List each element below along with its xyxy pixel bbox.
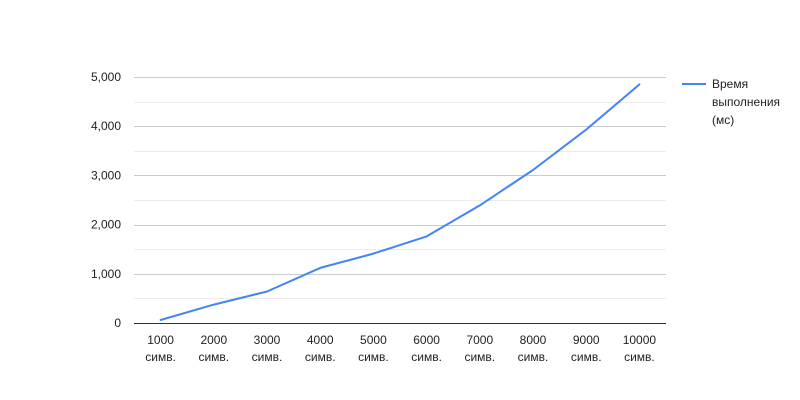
x-tick-label: 4000 симв. — [305, 333, 336, 364]
y-tick-label: 4,000 — [91, 119, 121, 133]
y-tick-label: 5,000 — [91, 70, 121, 84]
y-tick-label: 1,000 — [91, 267, 121, 281]
x-tick-label: 8000 симв. — [518, 333, 549, 364]
x-axis-labels: 1000 симв. 2000 симв. 3000 симв. 4000 симв. 5000… — [145, 333, 656, 364]
series-line — [159, 83, 641, 321]
x-tick-label: 3000 симв. — [252, 333, 283, 364]
y-axis-labels: 0 1,000 2,000 3,000 4,000 5,000 — [91, 70, 121, 330]
x-tick-label: 6000 симв. — [411, 333, 442, 364]
x-tick-label: 7000 симв. — [464, 333, 495, 364]
y-tick-label: 0 — [114, 316, 121, 330]
legend-label: Время выполнения (мс) — [712, 77, 780, 127]
x-tick-label: 10000 симв. — [623, 333, 657, 364]
x-tick-label: 1000 симв. — [145, 333, 176, 364]
gridlines — [134, 77, 666, 299]
series-group — [159, 83, 641, 321]
x-tick-label: 5000 симв. — [358, 333, 389, 364]
x-tick-label: 9000 симв. — [571, 333, 602, 364]
y-tick-label: 3,000 — [91, 168, 121, 182]
legend: Время выполнения (мс) — [682, 77, 780, 127]
x-tick-label: 2000 симв. — [198, 333, 229, 364]
y-tick-label: 2,000 — [91, 218, 121, 232]
